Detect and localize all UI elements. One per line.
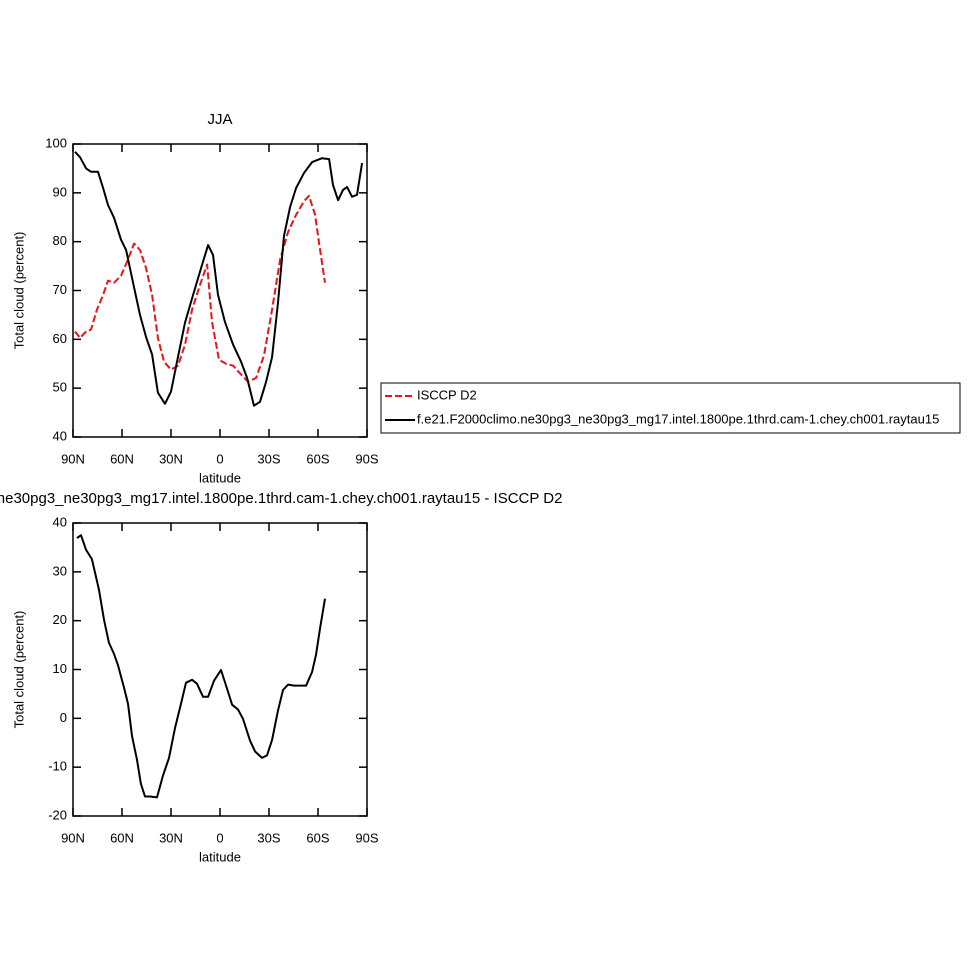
- x-tick-label: 30S: [257, 830, 280, 845]
- y-tick-label: 80: [53, 233, 67, 248]
- y-tick-label: -20: [48, 807, 67, 822]
- x-tick-label: 90N: [61, 451, 85, 466]
- x-tick-label: 90N: [61, 830, 85, 845]
- x-tick-label: 0: [216, 830, 223, 845]
- x-tick-label: 90S: [355, 451, 378, 466]
- legend-label: ISCCP D2: [417, 387, 477, 402]
- x-tick-label: 90S: [355, 830, 378, 845]
- plot-frame: [72, 522, 368, 817]
- legend-label: f.e21.F2000climo.ne30pg3_ne30pg3_mg17.in…: [417, 411, 939, 426]
- line-series: [74, 151, 364, 407]
- y-axis-label: Total cloud (percent): [11, 232, 26, 350]
- y-axis-label: Total cloud (percent): [11, 611, 26, 729]
- y-tick-label: 40: [53, 514, 67, 529]
- y-tick-label: 20: [53, 612, 67, 627]
- x-axis-label: latitude: [199, 849, 241, 864]
- chart-title: f.e21.F2000climo.ne30pg3_ne30pg3_mg17.in…: [0, 490, 562, 507]
- y-tick-label: 50: [53, 380, 67, 395]
- y-tick-label: 10: [53, 661, 67, 676]
- y-tick-label: 60: [53, 331, 67, 346]
- legend-box: [380, 382, 961, 434]
- x-tick-label: 60S: [306, 830, 329, 845]
- x-tick-label: 60N: [110, 830, 134, 845]
- x-tick-label: 30N: [159, 451, 183, 466]
- line-series: [74, 194, 326, 383]
- y-tick-label: 0: [60, 710, 67, 725]
- y-tick-label: 70: [53, 282, 67, 297]
- plot-frame: [72, 143, 368, 438]
- y-tick-label: 30: [53, 563, 67, 578]
- y-tick-label: 90: [53, 184, 67, 199]
- x-axis-label: latitude: [199, 470, 241, 485]
- line-series: [76, 534, 326, 799]
- y-tick-label: 40: [53, 428, 67, 443]
- x-tick-label: 60N: [110, 451, 134, 466]
- x-tick-label: 60S: [306, 451, 329, 466]
- y-tick-label: 100: [45, 135, 67, 150]
- y-tick-label: -10: [48, 759, 67, 774]
- x-tick-label: 30N: [159, 830, 183, 845]
- x-tick-label: 30S: [257, 451, 280, 466]
- x-tick-label: 0: [216, 451, 223, 466]
- chart-title: JJA: [207, 111, 232, 128]
